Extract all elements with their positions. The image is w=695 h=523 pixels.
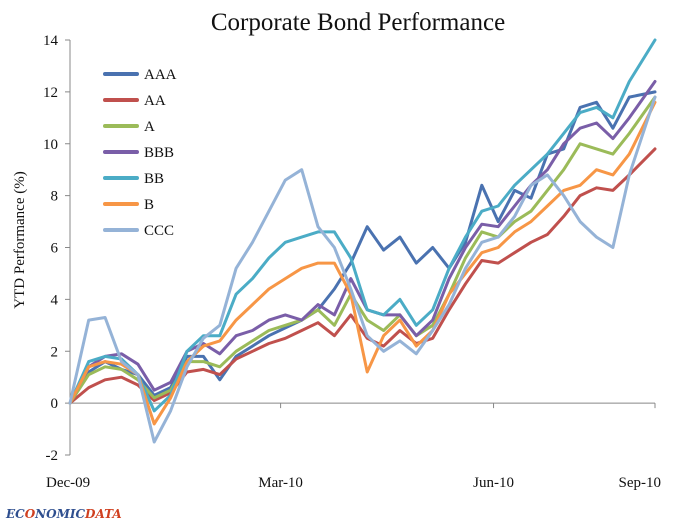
x-tick-label: Sep-10 [619,475,662,491]
svg-text:ECONOMICDATA: ECONOMICDATA [5,507,122,521]
y-axis-label: YTD Performance (%) [12,171,28,308]
series-line-aaa [68,90,657,405]
logo-part-ec: EC [5,507,25,521]
y-tick-label: 6 [51,241,59,257]
x-tick-label: Jun-10 [473,475,514,491]
economic-data-logo: ECONOMICDATA [5,507,122,521]
series-lines [68,38,657,444]
y-tick-label: 8 [51,189,59,205]
x-tick-label: Dec-09 [46,475,90,491]
y-tick-label: 12 [43,85,58,101]
x-tick-label: Mar-10 [258,475,303,491]
y-tick-label: 14 [43,33,59,49]
series-line-aa [68,147,657,405]
chart-title: Corporate Bond Performance [211,9,505,36]
y-tick-label: 4 [51,292,59,308]
legend-label-aaa: AAA [144,67,177,83]
y-tick-label: -2 [46,448,59,464]
series-line-bb [68,38,657,413]
series-line-b [68,100,657,426]
axes: -2 0 2 4 6 8 10 12 14 Dec-09 Mar-10 Jun-10 Sep-10 [43,33,661,491]
legend-label-ccc: CCC [144,223,174,239]
logo-part-nomic: NOMIC [34,507,85,521]
y-tick-label: 10 [43,137,58,153]
logo-part-o: O [25,507,36,521]
y-tick-label: 0 [51,396,59,412]
series-line-a [68,95,657,405]
legend-label-bb: BB [144,171,164,187]
series-line-ccc [68,95,657,444]
logo-part-data: DATA [84,507,122,521]
series-line-bbb [68,80,657,405]
legend-label-a: A [144,119,155,135]
y-tick-label: 2 [51,344,59,360]
legend-label-b: B [144,197,154,213]
legend-label-bbb: BBB [144,145,174,161]
legend-label-aa: AA [144,93,166,109]
